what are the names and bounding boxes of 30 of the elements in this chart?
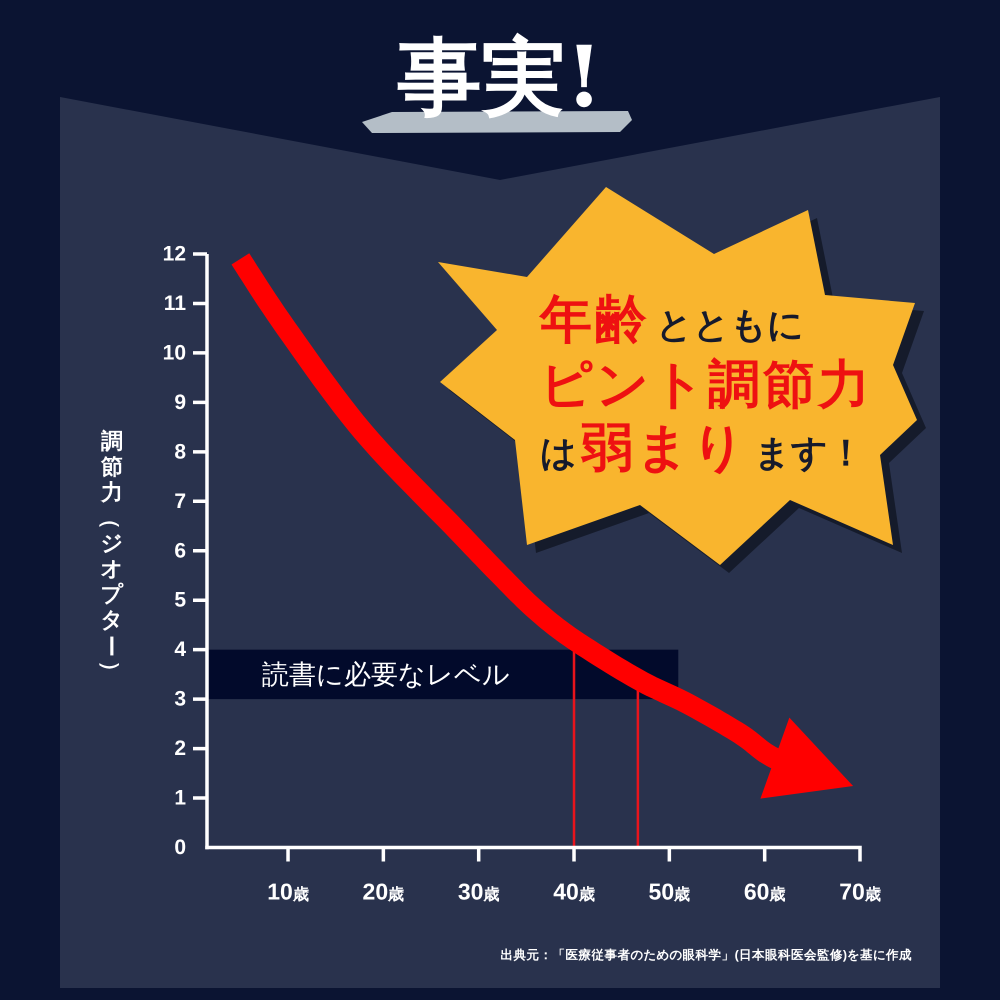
y-tick-label: 10 bbox=[162, 341, 186, 364]
annotation: 出典元：「医療従事者のための眼科学」(日本眼科医会監修)を基に作成 bbox=[500, 948, 912, 962]
y-tick-label: 9 bbox=[174, 390, 186, 414]
band-label: 読書に必要なレベル bbox=[262, 659, 510, 690]
annotation: は bbox=[540, 432, 577, 473]
y-tick-label: 0 bbox=[174, 836, 186, 859]
y-tick-label: 2 bbox=[174, 737, 186, 760]
x-tick-label: 30歳 bbox=[458, 878, 500, 904]
x-tick-label: 70歳 bbox=[839, 878, 881, 904]
y-tick-label: 1 bbox=[174, 786, 186, 810]
x-tick-label: 50歳 bbox=[648, 878, 690, 904]
y-tick-label: 4 bbox=[174, 638, 186, 662]
y-tick-label: 3 bbox=[174, 688, 186, 711]
annotation: とともに bbox=[656, 304, 804, 345]
y-tick-label: 7 bbox=[174, 490, 186, 513]
x-tick-label: 60歳 bbox=[744, 878, 786, 904]
x-tick-label: 20歳 bbox=[362, 878, 404, 904]
y-tick-label: 5 bbox=[174, 588, 186, 612]
x-tick-label: 40歳 bbox=[553, 878, 595, 904]
annotation: 弱まり bbox=[580, 419, 748, 477]
annotation: 年齢 bbox=[538, 291, 650, 349]
y-tick-label: 6 bbox=[174, 539, 186, 562]
y-tick-label: 11 bbox=[164, 292, 186, 315]
y-tick-label: 8 bbox=[174, 440, 186, 464]
annotation: ます！ bbox=[754, 432, 864, 473]
annotation: ピント調節力 bbox=[540, 356, 873, 414]
y-axis-title: 調節力（ジオプター） bbox=[98, 428, 124, 683]
x-tick-label: 10歳 bbox=[267, 878, 309, 904]
chart-title: 事実! bbox=[396, 27, 602, 126]
y-tick-label: 12 bbox=[162, 242, 186, 266]
